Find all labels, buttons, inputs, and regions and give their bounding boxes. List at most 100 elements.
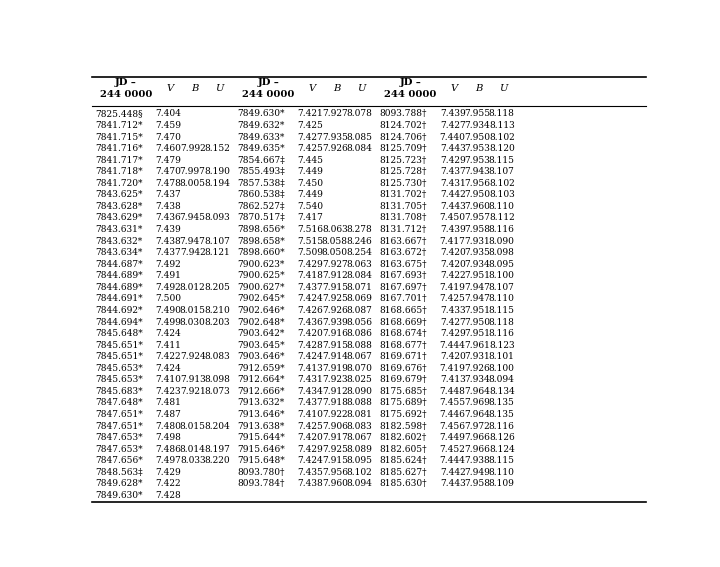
Text: 8.110: 8.110 [489,468,515,477]
Text: 7.443: 7.443 [440,144,466,153]
Text: 7.439: 7.439 [156,225,181,234]
Text: 8.102: 8.102 [346,468,372,477]
Text: 8.194: 8.194 [204,179,230,188]
Text: 8.093: 8.093 [204,214,230,222]
Text: 7.509: 7.509 [297,248,323,257]
Text: V: V [166,84,174,93]
Text: 8167.697†: 8167.697† [379,283,427,292]
Text: 7.434: 7.434 [297,387,323,396]
Text: 7847.648*: 7847.648* [95,399,143,408]
Text: 7.966: 7.966 [464,445,490,454]
Text: 7870.517‡: 7870.517‡ [238,214,285,222]
Text: 8.116: 8.116 [489,421,515,430]
Text: 8.090: 8.090 [346,387,372,396]
Text: 8.089: 8.089 [346,445,372,454]
Text: 7.424: 7.424 [297,456,323,465]
Text: 7855.493‡: 7855.493‡ [238,167,285,176]
Text: 7.437: 7.437 [156,248,181,257]
Text: 8.033: 8.033 [180,456,205,465]
Text: 7.927: 7.927 [322,260,348,269]
Text: 7.951: 7.951 [464,271,490,280]
Text: 8.203: 8.203 [204,318,230,327]
Text: 7841.720*: 7841.720* [95,179,143,188]
Text: 7847.656*: 7847.656* [95,456,143,465]
Text: 8.115: 8.115 [489,456,515,465]
Text: 7912.659*: 7912.659* [238,364,285,373]
Text: 7.422: 7.422 [156,479,181,488]
Text: U: U [215,84,223,93]
Text: 8169.671†: 8169.671† [379,352,427,361]
Text: 8.084: 8.084 [346,271,372,280]
Text: JD –
244 0000: JD – 244 0000 [100,78,152,99]
Text: 7.443: 7.443 [440,479,466,488]
Text: 8.083: 8.083 [346,421,372,430]
Text: 7900.623*: 7900.623* [238,260,284,269]
Text: 8175.692†: 8175.692† [379,410,427,419]
Text: 7.487: 7.487 [155,410,181,419]
Text: 7913.638*: 7913.638* [238,421,284,430]
Text: 7902.648*: 7902.648* [238,318,285,327]
Text: 7843.631*: 7843.631* [95,225,143,234]
Text: 7.428: 7.428 [297,341,323,350]
Text: 7.459: 7.459 [155,121,181,130]
Text: 7854.667‡: 7854.667‡ [238,156,285,164]
Text: 8.204: 8.204 [204,421,230,430]
Text: 7.956: 7.956 [322,468,348,477]
Text: 8.098: 8.098 [489,248,515,257]
Text: 8.110: 8.110 [489,202,515,211]
Text: 8169.679†: 8169.679† [379,375,427,384]
Text: 8.116: 8.116 [489,329,515,338]
Text: 8175.685†: 8175.685† [379,387,428,396]
Text: 8.094: 8.094 [489,375,515,384]
Text: 7900.627*: 7900.627* [238,283,285,292]
Text: 8.063: 8.063 [322,225,348,234]
Text: 7845.683*: 7845.683* [95,387,143,396]
Text: 7.951: 7.951 [464,306,490,315]
Text: 7.992: 7.992 [180,144,205,153]
Text: V: V [308,84,315,93]
Text: 7915.646*: 7915.646* [238,445,285,454]
Text: 7.498: 7.498 [155,433,181,442]
Text: 8.094: 8.094 [346,479,372,488]
Text: 7844.691*: 7844.691* [95,294,143,303]
Text: 8182.602†: 8182.602† [379,433,427,442]
Text: 7.918: 7.918 [322,399,348,408]
Text: 7.950: 7.950 [464,191,490,200]
Text: 7.966: 7.966 [464,433,490,442]
Text: 7.450: 7.450 [297,179,323,188]
Text: 7.449: 7.449 [440,433,466,442]
Text: B: B [333,84,341,93]
Text: 8.126: 8.126 [489,433,515,442]
Text: 7.429: 7.429 [297,260,323,269]
Text: 7.964: 7.964 [464,410,490,419]
Text: 7.926: 7.926 [322,306,348,315]
Text: 7.449: 7.449 [297,191,323,200]
Text: 7903.646*: 7903.646* [238,352,285,361]
Text: 7.515: 7.515 [297,236,323,246]
Text: 8167.693†: 8167.693† [379,271,427,280]
Text: 7.413: 7.413 [297,364,323,373]
Text: 7.431: 7.431 [297,375,323,384]
Text: 7.924: 7.924 [180,352,205,361]
Text: 7.418: 7.418 [297,271,323,280]
Text: 8.087: 8.087 [346,306,372,315]
Text: 7.470: 7.470 [155,133,181,142]
Text: 8.085: 8.085 [346,133,372,142]
Text: 7.429: 7.429 [440,156,466,164]
Text: 8.084: 8.084 [346,144,372,153]
Text: 8.058: 8.058 [322,236,348,246]
Text: 7849.635*: 7849.635* [238,144,285,153]
Text: 7.425: 7.425 [440,294,466,303]
Text: 8131.708†: 8131.708† [379,214,427,222]
Text: 7862.527‡: 7862.527‡ [238,202,285,211]
Text: 7.943: 7.943 [464,167,490,176]
Text: 7843.632*: 7843.632* [95,236,143,246]
Text: 8.030: 8.030 [180,318,205,327]
Text: 8.098: 8.098 [204,375,230,384]
Text: 8.025: 8.025 [346,375,372,384]
Text: 7.906: 7.906 [322,421,348,430]
Text: 8185.624†: 8185.624† [379,456,427,465]
Text: 7913.632*: 7913.632* [238,399,284,408]
Text: 7.997: 7.997 [179,167,205,176]
Text: 7.497: 7.497 [155,456,181,465]
